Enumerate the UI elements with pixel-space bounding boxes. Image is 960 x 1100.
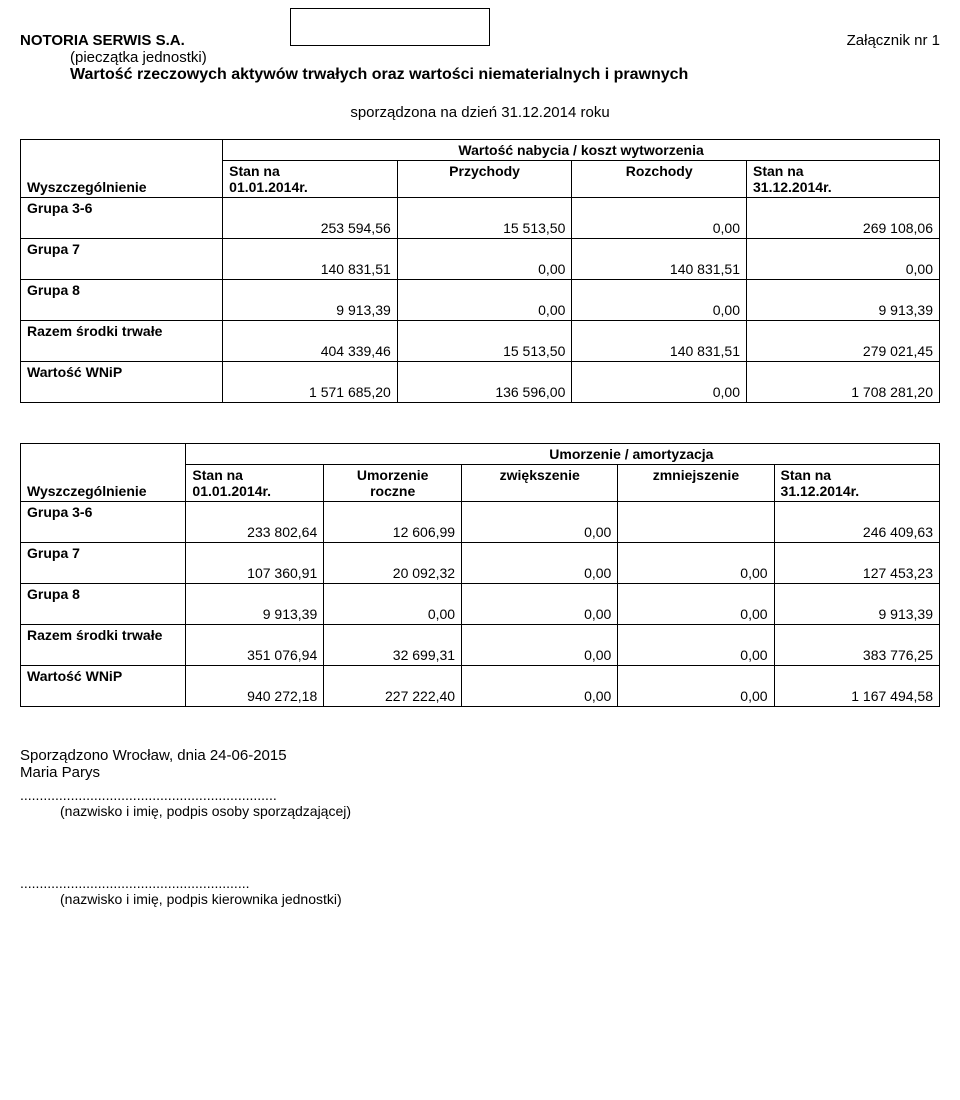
t2-r4-v1: 940 272,18 bbox=[186, 686, 324, 707]
document-title: Wartość rzeczowych aktywów trwałych oraz… bbox=[70, 66, 940, 84]
t2-col-umorzenie: Umorzenie roczne bbox=[324, 465, 462, 502]
t2-col-stan-start-a: Stan na bbox=[192, 467, 243, 483]
attachment-label: Załącznik nr 1 bbox=[847, 32, 940, 49]
t1-r4-label: Wartość WNiP bbox=[21, 362, 223, 383]
t2-r1-label: Grupa 7 bbox=[21, 543, 186, 564]
t1-r1-v4: 0,00 bbox=[747, 259, 940, 280]
col-wyszczegolnienie: Wyszczególnienie bbox=[21, 140, 223, 198]
prepared-on: sporządzona na dzień 31.12.2014 roku bbox=[20, 104, 940, 121]
col-stan-start: Stan na 01.01.2014r. bbox=[223, 161, 398, 198]
t2-col-stan-start: Stan na 01.01.2014r. bbox=[186, 465, 324, 502]
t2-r1-v2: 20 092,32 bbox=[324, 563, 462, 584]
t2-r1-v3: 0,00 bbox=[462, 563, 618, 584]
t2-col-zmniejszenie: zmniejszenie bbox=[618, 465, 774, 502]
signature-dots-2: ........................................… bbox=[20, 875, 940, 891]
t2-r4-label: Wartość WNiP bbox=[21, 666, 186, 687]
t1-r3-v2: 15 513,50 bbox=[397, 341, 572, 362]
t2-r1-v5: 127 453,23 bbox=[774, 563, 939, 584]
col-przychody: Przychody bbox=[397, 161, 572, 198]
t2-col-stan-end-b: 31.12.2014r. bbox=[781, 483, 860, 499]
t2-col-wyszczegolnienie: Wyszczególnienie bbox=[21, 444, 186, 502]
col-stan-start-b: 01.01.2014r. bbox=[229, 179, 308, 195]
t1-r2-v1: 9 913,39 bbox=[223, 300, 398, 321]
table2-span-header: Umorzenie / amortyzacja bbox=[324, 444, 940, 465]
t2-r1-v1: 107 360,91 bbox=[186, 563, 324, 584]
t1-r2-v4: 9 913,39 bbox=[747, 300, 940, 321]
t2-r3-v4: 0,00 bbox=[618, 645, 774, 666]
preparer-name: Maria Parys bbox=[20, 764, 940, 781]
t2-col-umorzenie-b: roczne bbox=[370, 483, 415, 499]
t2-r3-v3: 0,00 bbox=[462, 645, 618, 666]
col-stan-start-a: Stan na bbox=[229, 163, 280, 179]
table1-span-header: Wartość nabycia / koszt wytworzenia bbox=[223, 140, 940, 161]
t1-r3-v3: 140 831,51 bbox=[572, 341, 747, 362]
t1-r2-label: Grupa 8 bbox=[21, 280, 223, 301]
signature-note-2: (nazwisko i imię, podpis kierownika jedn… bbox=[60, 891, 940, 907]
signature-dots-1: ........................................… bbox=[20, 787, 940, 803]
t1-r2-v2: 0,00 bbox=[397, 300, 572, 321]
t1-r4-v1: 1 571 685,20 bbox=[223, 382, 398, 403]
t2-r3-v5: 383 776,25 bbox=[774, 645, 939, 666]
t1-r4-v2: 136 596,00 bbox=[397, 382, 572, 403]
t2-r2-v4: 0,00 bbox=[618, 604, 774, 625]
company-name: NOTORIA SERWIS S.A. bbox=[20, 32, 185, 49]
prepared-line: Sporządzono Wrocław, dnia 24-06-2015 bbox=[20, 747, 940, 764]
t2-r3-label: Razem środki trwałe bbox=[21, 625, 186, 646]
t1-r3-label: Razem środki trwałe bbox=[21, 321, 223, 342]
t1-r0-v4: 269 108,06 bbox=[747, 218, 940, 239]
t1-r2-v3: 0,00 bbox=[572, 300, 747, 321]
t2-r2-label: Grupa 8 bbox=[21, 584, 186, 605]
col-stan-end: Stan na 31.12.2014r. bbox=[747, 161, 940, 198]
col-stan-end-a: Stan na bbox=[753, 163, 804, 179]
t2-r0-v4 bbox=[618, 522, 774, 543]
t1-r1-label: Grupa 7 bbox=[21, 239, 223, 260]
t2-col-stan-end: Stan na 31.12.2014r. bbox=[774, 465, 939, 502]
t2-col-stan-end-a: Stan na bbox=[781, 467, 832, 483]
t1-r0-v3: 0,00 bbox=[572, 218, 747, 239]
t2-r0-v3: 0,00 bbox=[462, 522, 618, 543]
t2-r4-v4: 0,00 bbox=[618, 686, 774, 707]
acquisition-table: Wyszczególnienie Wartość nabycia / koszt… bbox=[20, 139, 940, 403]
t1-r1-v2: 0,00 bbox=[397, 259, 572, 280]
t1-r1-v1: 140 831,51 bbox=[223, 259, 398, 280]
t2-col-umorzenie-a: Umorzenie bbox=[357, 467, 429, 483]
t1-r0-v2: 15 513,50 bbox=[397, 218, 572, 239]
t1-r4-v3: 0,00 bbox=[572, 382, 747, 403]
t2-r2-v3: 0,00 bbox=[462, 604, 618, 625]
amortization-table: Wyszczególnienie Umorzenie / amortyzacja… bbox=[20, 443, 940, 707]
t2-r3-v1: 351 076,94 bbox=[186, 645, 324, 666]
t2-r0-v5: 246 409,63 bbox=[774, 522, 939, 543]
t1-r0-v1: 253 594,56 bbox=[223, 218, 398, 239]
t2-r2-v1: 9 913,39 bbox=[186, 604, 324, 625]
t2-col-zwiekszenie: zwiększenie bbox=[462, 465, 618, 502]
t2-r0-label: Grupa 3-6 bbox=[21, 502, 186, 523]
col-rozchody: Rozchody bbox=[572, 161, 747, 198]
t2-r3-v2: 32 699,31 bbox=[324, 645, 462, 666]
t2-col-stan-start-b: 01.01.2014r. bbox=[192, 483, 271, 499]
col-stan-end-b: 31.12.2014r. bbox=[753, 179, 832, 195]
t2-r2-v2: 0,00 bbox=[324, 604, 462, 625]
stamp-box bbox=[290, 8, 490, 46]
stamp-note: (pieczątka jednostki) bbox=[70, 49, 940, 66]
t2-r0-v1: 233 802,64 bbox=[186, 522, 324, 543]
t2-r1-v4: 0,00 bbox=[618, 563, 774, 584]
t1-r4-v4: 1 708 281,20 bbox=[747, 382, 940, 403]
t1-r0-label: Grupa 3-6 bbox=[21, 198, 223, 219]
t1-r1-v3: 140 831,51 bbox=[572, 259, 747, 280]
t2-r4-v2: 227 222,40 bbox=[324, 686, 462, 707]
t2-r0-v2: 12 606,99 bbox=[324, 522, 462, 543]
t1-r3-v4: 279 021,45 bbox=[747, 341, 940, 362]
t2-r4-v3: 0,00 bbox=[462, 686, 618, 707]
signature-note-1: (nazwisko i imię, podpis osoby sporządza… bbox=[60, 803, 940, 819]
t2-r2-v5: 9 913,39 bbox=[774, 604, 939, 625]
t2-r4-v5: 1 167 494,58 bbox=[774, 686, 939, 707]
t1-r3-v1: 404 339,46 bbox=[223, 341, 398, 362]
